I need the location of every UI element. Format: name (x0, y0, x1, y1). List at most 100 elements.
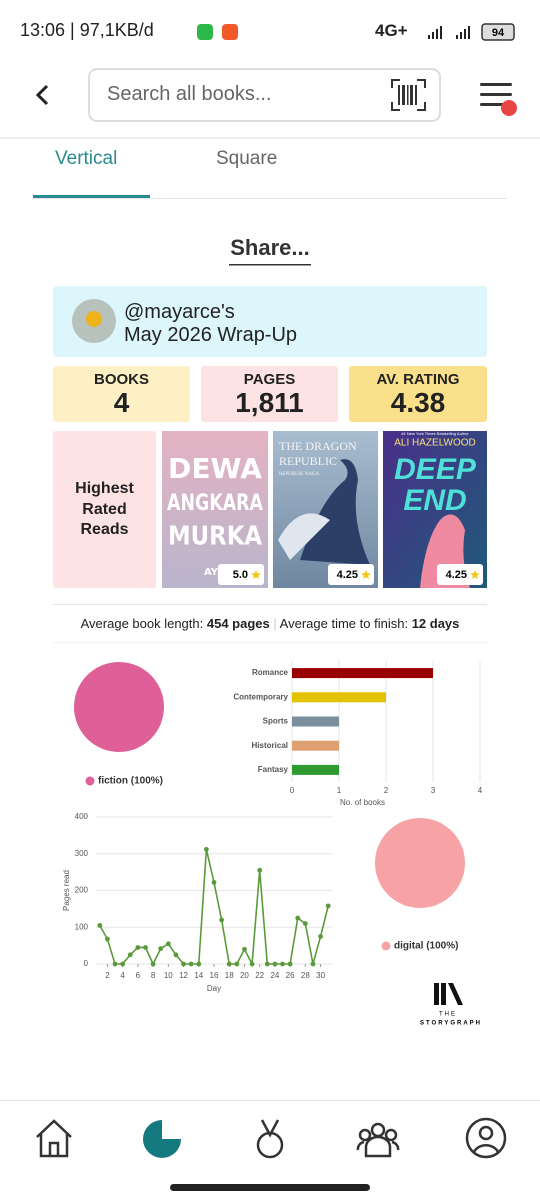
point (173, 952, 179, 958)
highest-rated-box (53, 431, 156, 588)
rating-star (361, 570, 371, 580)
tab-square[interactable]: Square (216, 148, 278, 169)
point (219, 917, 225, 923)
status-time: 13:06 | 97,1KB/d (20, 20, 154, 40)
stat-value: 1,811 (235, 387, 304, 418)
point (287, 961, 293, 967)
nav-stats[interactable] (143, 1120, 181, 1158)
point (112, 961, 118, 967)
search-box[interactable] (88, 68, 441, 122)
y-tick-label: Sports (263, 717, 289, 726)
x-axis-label: No. of books (340, 798, 385, 807)
book-cover[interactable] (162, 431, 268, 588)
point (249, 961, 255, 967)
battery-icon (481, 23, 515, 41)
stat-label: BOOKS (93, 371, 149, 388)
rating-star (251, 570, 261, 580)
rating-value: 5.0 (233, 569, 248, 581)
summary-label: Average book length: (80, 616, 204, 631)
point (150, 961, 156, 967)
back-button[interactable] (35, 84, 49, 106)
x-tick-label: 0 (290, 786, 295, 795)
rating-star (470, 570, 480, 580)
username: @mayarce's (124, 301, 235, 323)
nav-challenges[interactable] (256, 1119, 284, 1159)
tab-vertical[interactable]: Vertical (55, 148, 118, 169)
nav-home[interactable] (36, 1119, 72, 1158)
legend-swatch (85, 776, 95, 786)
nav-stats-slice (162, 1120, 178, 1136)
x-axis-label: Day (207, 984, 221, 993)
gesture-bar (170, 1184, 370, 1191)
x-tick-label: 24 (270, 971, 279, 980)
y-tick-label: 200 (75, 886, 89, 895)
tab-divider (33, 198, 507, 199)
wrap-up-title: May 2026 Wrap-Up (124, 324, 298, 346)
card-header (53, 286, 487, 357)
legend-label: fiction (100%) (98, 776, 163, 787)
x-tick-label: 30 (316, 971, 325, 980)
share-button[interactable]: Share... (230, 235, 310, 260)
summary-line: Average book length: 454 pages | Average… (0, 616, 540, 631)
point (280, 961, 285, 967)
cover-text: REPUBLIC (279, 454, 337, 468)
bar (292, 692, 386, 703)
x-tick-label: 22 (255, 971, 264, 980)
highest-rated-label: Highest Rated Reads (75, 480, 134, 538)
nav-divider (0, 1100, 540, 1101)
separator: | (273, 616, 277, 631)
x-tick-label: 26 (286, 971, 295, 980)
y-tick-label: 0 (84, 959, 89, 968)
whatsapp-icon (197, 24, 213, 40)
cover-text: #1 New York Times Bestselling Author (401, 431, 469, 436)
legend-label: digital (100%) (394, 941, 458, 952)
point (226, 961, 232, 967)
bar (292, 716, 339, 727)
section-divider (53, 604, 487, 605)
search-placeholder[interactable]: Search all books... (107, 83, 272, 105)
point (211, 880, 217, 885)
x-tick-label: 2 (384, 786, 389, 795)
x-tick-label: 18 (225, 971, 234, 980)
point (310, 961, 316, 967)
x-tick-label: 2 (105, 971, 110, 980)
bar (292, 668, 433, 679)
x-tick-label: 6 (136, 971, 141, 980)
x-tick-label: 20 (240, 971, 249, 980)
x-tick-label: 12 (179, 971, 188, 980)
stat-value: 4.38 (390, 387, 446, 418)
point (264, 961, 270, 967)
section-divider (53, 642, 487, 643)
point (143, 945, 148, 950)
bar (292, 764, 339, 775)
bar (292, 740, 339, 751)
point (196, 961, 202, 967)
legend-swatch (381, 941, 391, 951)
x-tick-label: 16 (210, 971, 219, 980)
line (99, 849, 329, 967)
menu-button[interactable] (480, 83, 517, 116)
x-tick-label: 28 (301, 971, 310, 980)
signal-icons (428, 26, 470, 39)
barcode-icon[interactable] (391, 79, 426, 111)
nav-community[interactable] (356, 1122, 400, 1158)
logo-text: THE (439, 1012, 457, 1018)
rating-value: 4.25 (337, 569, 358, 581)
y-tick-label: Romance (252, 668, 289, 677)
stat-label: AV. RATING (376, 371, 460, 388)
summary-label: Average time to finish: (279, 616, 409, 631)
cover-text: ALI HAZELWOOD (394, 438, 476, 449)
point (203, 846, 209, 852)
y-tick-label: 100 (75, 922, 89, 931)
point (234, 961, 240, 967)
y-tick-label: Fantasy (258, 765, 289, 774)
x-tick-label: 4 (478, 786, 483, 795)
rating-value: 4.25 (446, 569, 467, 581)
cover-text: END (403, 484, 466, 517)
nav-profile[interactable] (465, 1117, 507, 1159)
tab-indicator (33, 195, 150, 198)
point (257, 867, 263, 873)
point (127, 952, 133, 958)
avatar-flower (86, 311, 102, 327)
